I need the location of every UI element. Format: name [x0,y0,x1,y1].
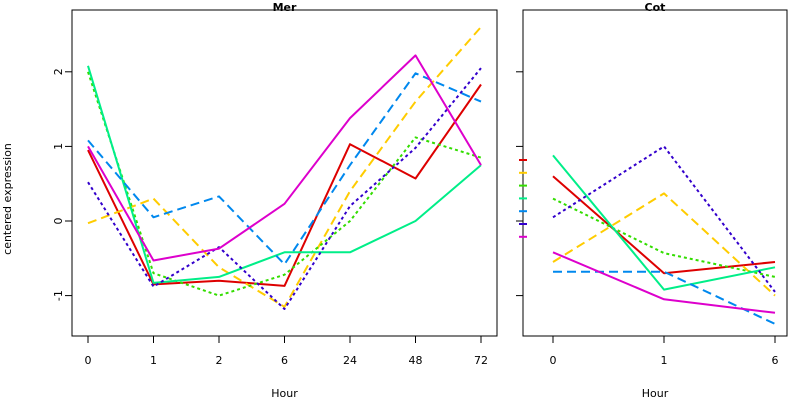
series-line-cot-5 [553,270,776,325]
panel-title-mer: Mer [273,1,297,14]
series-line-mer-4 [87,65,482,284]
y-tick-label: -1 [52,290,65,301]
color-legend [519,159,527,238]
plot-frame-mer [71,9,498,337]
x-tick-label-mer: 24 [343,354,357,367]
series-line-mer-5 [87,72,482,266]
x-tick-label-cot: 1 [661,354,668,367]
plot-frame-cot [522,9,788,337]
x-axis-label-cot: Hour [642,387,669,400]
panel-mer: Mer 0 1 2 6 24 48 72 -1 0 1 2 Hour [52,1,498,400]
panel-title-cot: Cot [645,1,666,14]
y-axis-label: centered expression [1,143,14,255]
series-line-mer-3 [87,71,482,297]
x-tick-label-cot: 0 [550,354,557,367]
y-tick-label: 0 [52,218,65,225]
x-tick-label-mer: 2 [216,354,223,367]
series-line-cot-7 [552,251,776,314]
series-line-mer-7 [87,54,482,262]
series-line-cot-3 [552,197,776,278]
series-line-mer-6 [87,67,482,310]
y-tick-label: 1 [52,143,65,150]
x-tick-label-mer: 1 [150,354,157,367]
series-line-cot-4 [552,154,776,291]
series-line-cot-6 [552,145,776,293]
panel-cot: Cot 0 1 6 Hour [516,1,788,400]
x-tick-label-mer: 6 [281,354,288,367]
x-axis-label-mer: Hour [271,387,298,400]
y-tick-label: 2 [52,68,65,75]
series-line-cot-2 [552,192,776,297]
series-line-mer-2 [87,26,482,308]
series-line-cot-1 [552,175,776,275]
x-tick-label-mer: 72 [474,354,488,367]
x-tick-label-mer: 0 [85,354,92,367]
x-tick-label-cot: 6 [772,354,779,367]
series-line-mer-1 [87,83,482,287]
x-tick-label-mer: 48 [409,354,423,367]
